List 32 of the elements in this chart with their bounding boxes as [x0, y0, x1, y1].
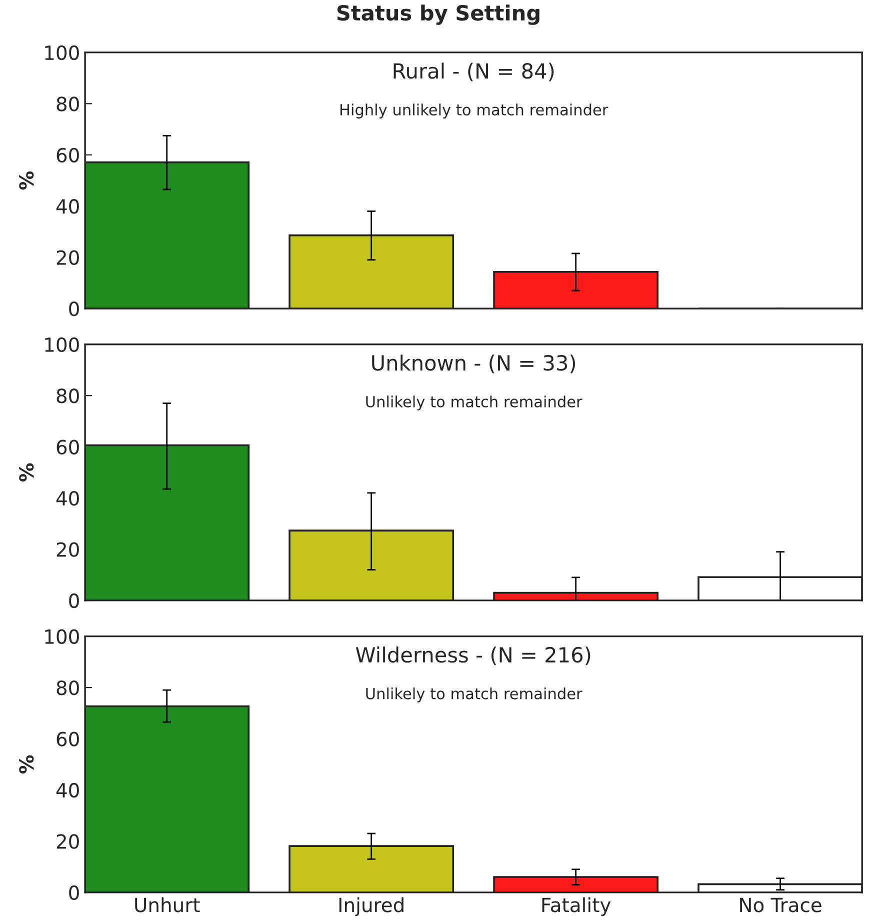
- x-tick-label: No Trace: [740, 898, 822, 912]
- y-tick-label: 40: [56, 490, 79, 506]
- y-tick-label: 80: [56, 680, 79, 696]
- y-axis-title: %: [19, 463, 34, 482]
- y-tick-label: 20: [56, 542, 79, 557]
- y-tick-label: 40: [56, 199, 79, 214]
- y-tick-label: 0: [69, 301, 79, 316]
- text: Highly unlikely to match remainder: [340, 104, 608, 118]
- y-tick-label: 80: [56, 96, 79, 112]
- y-axis-title: %: [19, 755, 34, 774]
- y-tick-label: 0: [69, 885, 79, 900]
- text: Unlikely to match remainder: [366, 688, 582, 702]
- y-tick-label: 40: [56, 782, 79, 798]
- text: Status by Setting: [337, 4, 540, 25]
- y-tick-label: 20: [56, 834, 79, 849]
- y-tick-label: 60: [56, 732, 79, 746]
- y-tick-label: 60: [56, 440, 79, 454]
- chart-title: Wilderness - (N = 216): [356, 646, 590, 666]
- chart-title: Rural - (N = 84): [394, 62, 554, 82]
- chart-title: Unknown - (N = 33): [372, 354, 576, 374]
- y-tick-label: 80: [56, 388, 79, 404]
- y-tick-label: 100: [45, 337, 79, 352]
- x-tick-label: Unhurt: [135, 897, 200, 912]
- x-tick-label: Fatality: [542, 897, 611, 916]
- y-tick-label: 100: [45, 629, 79, 644]
- x-tick-label: Injured: [339, 897, 404, 916]
- y-tick-label: 60: [56, 148, 79, 163]
- y-tick-label: 0: [69, 593, 79, 608]
- y-axis-title: %: [19, 171, 34, 190]
- y-tick-label: 20: [56, 250, 79, 265]
- y-tick-label: 100: [45, 45, 79, 60]
- text: Unlikely to match remainder: [366, 396, 582, 410]
